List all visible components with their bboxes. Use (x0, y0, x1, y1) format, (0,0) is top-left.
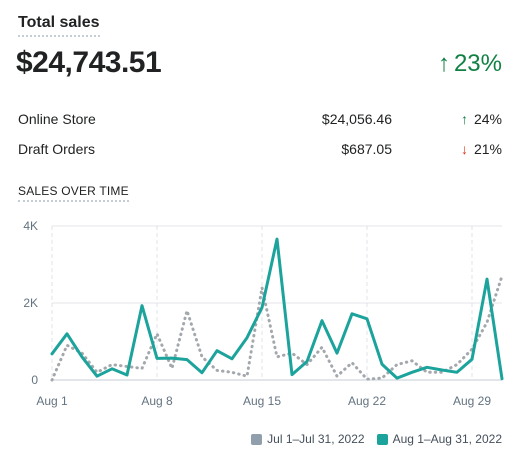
breakdown-name: Draft Orders (18, 141, 96, 157)
breakdown-row-online-store: Online Store $24,056.46 ↑ 24% (18, 108, 502, 130)
breakdown-change: 24% (473, 111, 502, 127)
sales-over-time-chart[interactable]: 0 2K 4K Aug 1 Aug 8 Aug 15 Aug 22 Aug 29 (0, 210, 520, 415)
legend-swatch-icon (376, 433, 388, 445)
breakdown-name: Online Store (18, 111, 96, 127)
card-title[interactable]: Total sales (18, 14, 100, 37)
x-tick-label: Aug 22 (348, 394, 386, 408)
total-change: ↑ 23% (438, 50, 502, 78)
chart-legend: Jul 1–Jul 31, 2022 Aug 1–Aug 31, 2022 (251, 432, 502, 446)
breakdown-amount: $687.05 (341, 141, 392, 157)
arrow-down-icon: ↓ (460, 141, 468, 157)
arrow-up-icon: ↑ (460, 111, 468, 127)
series-line-current (50, 237, 504, 381)
y-tick-label: 4K (23, 219, 38, 233)
y-axis: 0 2K 4K (23, 219, 38, 387)
section-title[interactable]: SALES OVER TIME (18, 184, 129, 202)
y-tick-label: 2K (23, 296, 38, 310)
breakdown-amount: $24,056.46 (321, 111, 392, 127)
legend-item-previous[interactable]: Jul 1–Jul 31, 2022 (251, 432, 365, 446)
x-axis: Aug 1 Aug 8 Aug 15 Aug 22 Aug 29 (36, 394, 491, 408)
total-change-percent: 23% (453, 50, 502, 77)
x-tick-label: Aug 8 (141, 394, 173, 408)
total-sales-value: $24,743.51 (16, 46, 162, 79)
series-line-previous (50, 274, 504, 382)
y-tick-label: 0 (31, 373, 38, 387)
breakdown-row-draft-orders: Draft Orders $687.05 ↓ 21% (18, 138, 502, 160)
legend-item-current[interactable]: Aug 1–Aug 31, 2022 (376, 432, 502, 446)
x-tick-label: Aug 29 (453, 394, 491, 408)
legend-label: Aug 1–Aug 31, 2022 (392, 432, 502, 446)
breakdown-change: 21% (473, 141, 502, 157)
x-tick-label: Aug 15 (243, 394, 281, 408)
x-tick-label: Aug 1 (36, 394, 68, 408)
legend-swatch-icon (251, 433, 263, 445)
legend-label: Jul 1–Jul 31, 2022 (267, 432, 365, 446)
arrow-up-icon: ↑ (437, 50, 450, 77)
chart-series (50, 237, 504, 382)
